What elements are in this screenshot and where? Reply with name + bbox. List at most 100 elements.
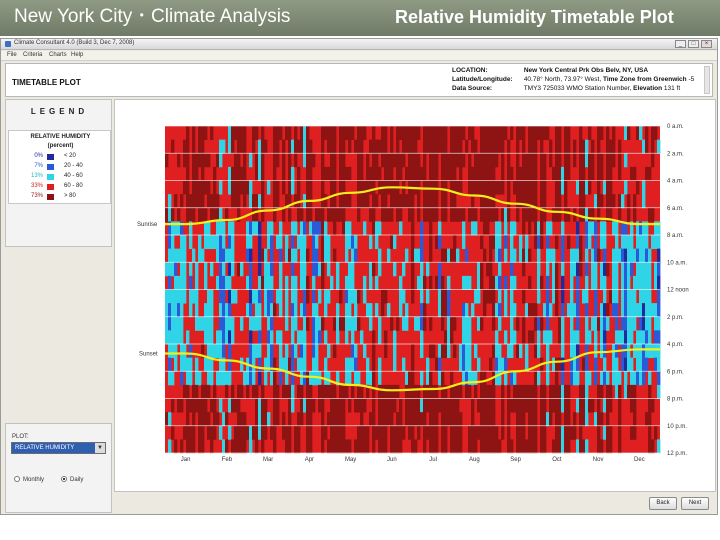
heatmap-cell	[465, 357, 469, 372]
radio-daily-circle[interactable]	[61, 476, 67, 482]
heatmap-cell	[195, 398, 199, 413]
menu-file[interactable]: File	[7, 52, 17, 58]
heatmap-cell	[258, 330, 262, 345]
heatmap-cell	[507, 439, 511, 454]
heatmap-cell	[555, 139, 559, 154]
heatmap-cell	[600, 235, 604, 250]
minimize-button[interactable]: _	[675, 40, 686, 48]
heatmap-cell	[414, 166, 418, 181]
heatmap-cell	[369, 180, 373, 195]
heatmap-cell	[300, 303, 304, 318]
heatmap-cell	[630, 330, 634, 345]
timezone-value: -5	[688, 76, 695, 83]
heatmap-cell	[633, 289, 637, 304]
heatmap-cell	[198, 371, 202, 386]
heatmap-cell	[189, 425, 193, 440]
heatmap-cell	[579, 180, 583, 195]
heatmap-cell	[621, 316, 625, 331]
heatmap-cell	[288, 425, 292, 440]
heatmap-cell	[255, 289, 259, 304]
heatmap-cell	[366, 371, 370, 386]
heatmap-cell	[501, 425, 505, 440]
heatmap-cell	[525, 248, 529, 263]
heatmap-cell	[405, 316, 409, 331]
heatmap-cell	[441, 425, 445, 440]
menu-help[interactable]: Help	[71, 52, 84, 58]
heatmap-cell	[642, 371, 646, 386]
heatmap-cell	[288, 153, 292, 168]
heatmap-cell	[618, 371, 622, 386]
heatmap-cell	[216, 330, 220, 345]
heatmap-cell	[417, 275, 421, 290]
close-button[interactable]: ×	[701, 40, 712, 48]
info-scrollbar[interactable]	[704, 66, 710, 94]
heatmap-cell	[393, 357, 397, 372]
heatmap-cell	[558, 357, 562, 372]
heatmap-cell	[420, 248, 424, 263]
window-titlebar[interactable]: Climate Consultant 4.0 (Build 3, Dec 7, …	[1, 39, 717, 50]
back-button[interactable]: Back	[649, 497, 677, 510]
heatmap-cell	[453, 398, 457, 413]
heatmap-cell	[321, 180, 325, 195]
heatmap-cell	[507, 180, 511, 195]
heatmap-cell	[570, 357, 574, 372]
heatmap-cell	[363, 194, 367, 209]
plot-select[interactable]: RELATIVE HUMIDITY ▼	[11, 442, 106, 454]
heatmap-cell	[453, 316, 457, 331]
heatmap-cell	[591, 316, 595, 331]
heatmap-cell	[627, 289, 631, 304]
heatmap-cell	[228, 262, 232, 277]
heatmap-cell	[234, 425, 238, 440]
heatmap-cell	[483, 384, 487, 399]
heatmap-cell	[279, 235, 283, 250]
x-tick-label: Aug	[469, 457, 480, 463]
heatmap-cell	[306, 316, 310, 331]
heatmap-cell	[417, 153, 421, 168]
heatmap-cell	[654, 330, 658, 345]
heatmap-cell	[342, 439, 346, 454]
radio-daily[interactable]: Daily	[61, 476, 83, 483]
heatmap-cell	[528, 398, 532, 413]
maximize-button[interactable]: □	[688, 40, 699, 48]
heatmap-cell	[528, 166, 532, 181]
heatmap-cell	[540, 194, 544, 209]
heatmap-cell	[411, 344, 415, 359]
heatmap-cell	[396, 139, 400, 154]
heatmap-cell	[357, 384, 361, 399]
heatmap-cell	[357, 180, 361, 195]
heatmap-cell	[183, 248, 187, 263]
heatmap-cell	[444, 398, 448, 413]
heatmap-cell	[459, 180, 463, 195]
heatmap-cell	[411, 139, 415, 154]
heatmap-cell	[606, 207, 610, 222]
menu-charts[interactable]: Charts	[49, 52, 67, 58]
heatmap-cell	[210, 235, 214, 250]
radio-monthly-circle[interactable]	[14, 476, 20, 482]
heatmap-cell	[561, 221, 565, 236]
heatmap-cell	[507, 412, 511, 427]
heatmap-cell	[285, 384, 289, 399]
heatmap-cell	[543, 425, 547, 440]
heatmap-cell	[198, 153, 202, 168]
heatmap-cell	[303, 357, 307, 372]
heatmap-cell	[513, 371, 517, 386]
heatmap-cell	[558, 180, 562, 195]
heatmap-cell	[573, 330, 577, 345]
heatmap-cell	[435, 235, 439, 250]
heatmap-cell	[432, 153, 436, 168]
heatmap-cell	[489, 153, 493, 168]
heatmap-cell	[630, 357, 634, 372]
heatmap-cell	[573, 371, 577, 386]
next-button[interactable]: Next	[681, 497, 709, 510]
heatmap-cell	[312, 303, 316, 318]
heatmap-cell	[312, 398, 316, 413]
heatmap-cell	[312, 262, 316, 277]
heatmap-cell	[186, 357, 190, 372]
menu-criteria[interactable]: Criteria	[23, 52, 43, 58]
heatmap-cell	[378, 425, 382, 440]
chevron-down-icon[interactable]: ▼	[95, 443, 105, 453]
heatmap-cell	[606, 153, 610, 168]
heatmap-cell	[597, 194, 601, 209]
radio-monthly[interactable]: Monthly	[14, 476, 44, 483]
heatmap-cell	[189, 398, 193, 413]
